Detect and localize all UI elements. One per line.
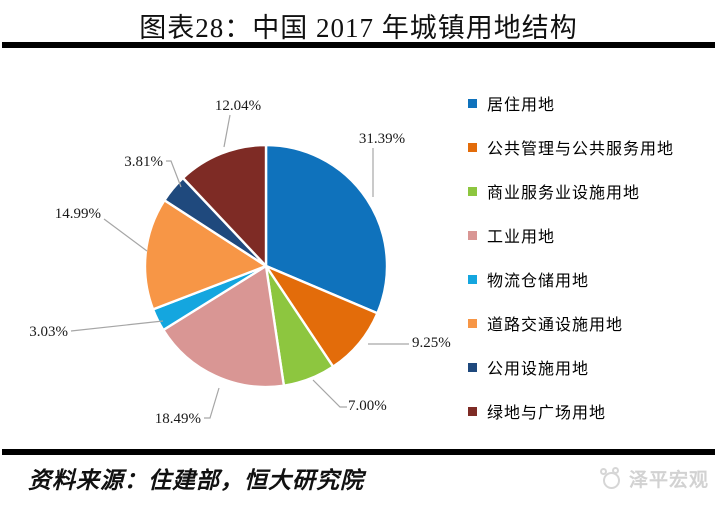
legend-item-7: 绿地与广场用地 (468, 403, 674, 422)
legend-label: 公用设施用地 (487, 361, 590, 378)
bottom-divider (2, 449, 715, 455)
data-label-7: 12.04% (215, 98, 261, 114)
legend-marker-icon (468, 230, 477, 240)
legend-item-6: 公用设施用地 (468, 359, 674, 378)
leader-line-4 (70, 320, 164, 332)
legend-label: 物流仓储用地 (487, 273, 590, 290)
legend-item-5: 道路交通设施用地 (468, 315, 674, 334)
leader-line-2 (312, 379, 347, 408)
data-label-5: 14.99% (55, 206, 101, 222)
data-label-2: 7.00% (348, 398, 387, 414)
legend-marker-icon (468, 98, 477, 108)
legend-label: 公共管理与公共服务用地 (487, 141, 675, 158)
legend-marker-icon (468, 274, 477, 284)
legend-label: 道路交通设施用地 (487, 317, 624, 334)
data-label-6: 3.81% (124, 154, 163, 170)
leader-line-6 (166, 160, 182, 188)
pie-slice-3 (162, 264, 286, 389)
data-label-4: 3.03% (29, 324, 68, 340)
legend-marker-icon (468, 362, 477, 372)
legend-marker-icon (468, 406, 477, 416)
pie-slice-7 (181, 143, 268, 268)
legend-label: 商业服务业设施用地 (487, 185, 641, 202)
legend-item-1: 公共管理与公共服务用地 (468, 139, 674, 158)
legend-marker-icon (468, 186, 477, 196)
legend-item-3: 工业用地 (468, 227, 674, 246)
leader-line-7 (223, 114, 231, 148)
legend-label: 居住用地 (487, 97, 556, 114)
leader-line-5 (103, 218, 148, 252)
legend-marker-icon (468, 142, 477, 152)
legend-item-4: 物流仓储用地 (468, 271, 674, 290)
data-label-1: 9.25% (412, 335, 451, 351)
data-label-3: 18.49% (155, 411, 201, 427)
legend-item-2: 商业服务业设施用地 (468, 183, 674, 202)
leader-line-3 (204, 387, 220, 419)
data-label-0: 31.39% (359, 131, 405, 147)
top-divider (2, 42, 715, 48)
source-note: 资料来源：住建部，恒大研究院 (28, 468, 364, 493)
legend: 居住用地公共管理与公共服务用地 商业服务业设施用地 工业用地物流仓储用地道路交通设施… (468, 95, 674, 422)
brand-name: 泽平宏观 (628, 470, 709, 491)
zeping-macro-logo-icon (599, 466, 624, 491)
legend-label: 工业用地 (487, 229, 556, 246)
pie-chart: 31.39% 9.25% 7.00% 18.49% 3.03% 14.99% 3.81% 12… (29, 98, 451, 427)
pie-slice-5 (143, 199, 268, 311)
brand-watermark: 泽平宏观 (599, 465, 709, 492)
chart-title: 图表28：中国 2017 年城镇用地结构 (139, 13, 578, 43)
legend-label: 绿地与广场用地 (487, 405, 607, 422)
legend-item-0: 居住用地 (468, 95, 674, 114)
legend-marker-icon (468, 318, 477, 328)
pie-slice-0 (264, 143, 389, 315)
